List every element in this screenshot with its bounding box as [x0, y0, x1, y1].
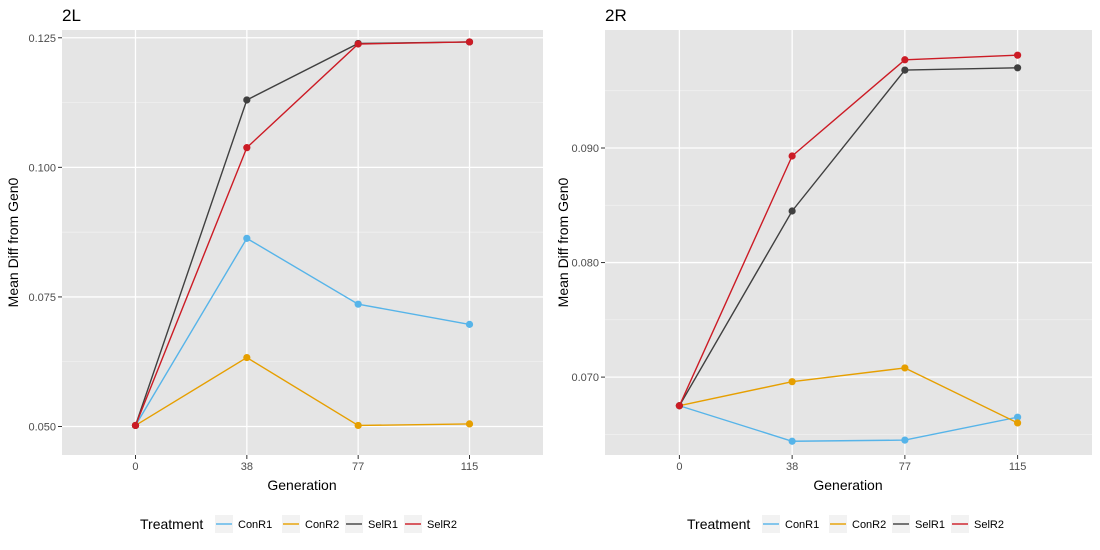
- data-point-SelR2: [465, 38, 474, 46]
- data-point-SelR2: [1013, 51, 1022, 59]
- panel-title: 2L: [62, 6, 81, 25]
- x-axis-title: Generation: [267, 477, 336, 493]
- legend-label-ConR1: ConR1: [238, 519, 272, 531]
- panel-2R: 0.070 0.080 0.090 0 38 77 115 2R Generation Mean …: [555, 6, 1092, 533]
- y-tick-label: 0.075: [28, 292, 56, 304]
- legend-label-SelR1: SelR1: [368, 519, 398, 531]
- x-tick-label: 38: [786, 461, 798, 473]
- series-line-ConR1: [134, 237, 470, 426]
- data-point-SelR1: [243, 96, 251, 104]
- legend: Treatment ConR1 ConR2 SelR1 SelR2: [140, 515, 457, 533]
- x-tick-label: 0: [676, 461, 682, 473]
- y-tick-label: 0.125: [28, 33, 56, 45]
- data-point-SelR1: [788, 207, 796, 215]
- data-point-SelR1: [901, 66, 909, 74]
- series-line-ConR1: [679, 405, 1018, 442]
- series-line-ConR2: [135, 356, 470, 427]
- data-point-ConR1: [243, 234, 251, 242]
- x-tick-label: 77: [352, 461, 364, 473]
- data-point-ConR2: [354, 421, 362, 430]
- x-tick-label: 115: [1009, 461, 1027, 473]
- data-point-ConR2: [1013, 419, 1022, 427]
- series-line-SelR2: [134, 41, 470, 426]
- data-point-SelR2: [675, 402, 684, 410]
- plot-background: [605, 30, 1092, 455]
- legend-title: Treatment: [140, 516, 203, 532]
- data-point-ConR1: [465, 320, 474, 328]
- data-point-ConR1: [354, 300, 362, 308]
- legend-label-SelR1: SelR1: [915, 519, 945, 531]
- y-tick-label: 0.090: [571, 143, 599, 155]
- panel-title: 2R: [605, 6, 627, 25]
- legend-title: Treatment: [687, 516, 750, 532]
- data-point-SelR2: [901, 56, 909, 64]
- y-axis-title: Mean Diff from Gen0: [555, 177, 571, 307]
- data-point-SelR2: [131, 421, 140, 430]
- legend-label-SelR2: SelR2: [427, 519, 457, 531]
- series-line-SelR2: [678, 54, 1018, 407]
- legend-label-SelR2: SelR2: [974, 519, 1004, 531]
- x-tick-label: 0: [132, 461, 138, 473]
- data-point-ConR1: [1013, 413, 1022, 421]
- y-axis-title: Mean Diff from Gen0: [5, 177, 21, 307]
- legend-label-ConR1: ConR1: [785, 519, 819, 531]
- series-line-ConR2: [679, 367, 1018, 424]
- data-point-SelR1: [1013, 64, 1022, 72]
- data-point-SelR2: [788, 152, 796, 160]
- legend-label-ConR2: ConR2: [852, 519, 886, 531]
- data-point-SelR2: [354, 40, 362, 48]
- y-tick-label: 0.100: [28, 162, 56, 174]
- data-point-ConR1: [788, 437, 796, 445]
- data-point-ConR1: [901, 436, 909, 444]
- legend-label-ConR2: ConR2: [305, 519, 339, 531]
- y-tick-label: 0.070: [571, 372, 599, 384]
- panel-2L: 0.050 0.075 0.100 0.125 0 38 77 115 2L Generation…: [5, 6, 543, 533]
- plot-background: [62, 30, 543, 455]
- series-line-SelR1: [678, 67, 1018, 407]
- data-point-ConR2: [788, 378, 796, 386]
- data-point-SelR2: [243, 144, 251, 152]
- y-tick-label: 0.050: [28, 421, 56, 433]
- data-point-ConR2: [465, 420, 474, 428]
- x-tick-label: 38: [241, 461, 253, 473]
- legend: Treatment ConR1 ConR2 SelR1 SelR2: [687, 515, 1004, 533]
- x-tick-label: 115: [461, 461, 479, 473]
- y-tick-label: 0.080: [571, 258, 599, 270]
- x-tick-label: 77: [899, 461, 911, 473]
- data-point-ConR2: [901, 364, 909, 372]
- x-axis-title: Generation: [813, 477, 882, 493]
- data-point-ConR2: [243, 353, 251, 362]
